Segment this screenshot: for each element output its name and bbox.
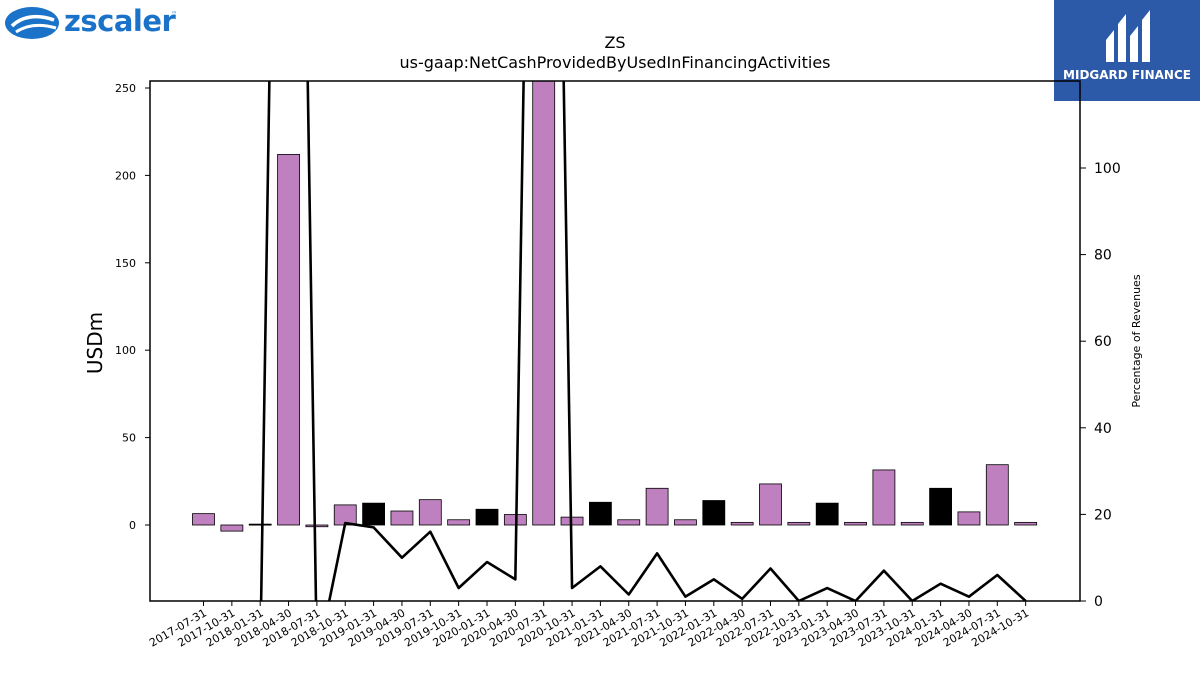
chart-title: ZS — [604, 33, 626, 52]
zscaler-logo: zscaler ™ — [2, 2, 192, 46]
y-tick-label-50: 50 — [122, 432, 136, 445]
bar-2019-01-31 — [362, 502, 386, 526]
cloud-icon — [5, 7, 59, 39]
y2-tick-label-0: 0 — [1094, 594, 1103, 610]
y2-tick-label-40: 40 — [1094, 421, 1112, 437]
bar-2023-10-31 — [900, 521, 924, 526]
chart-subtitle: us-gaap:NetCashProvidedByUsedInFinancing… — [399, 53, 831, 72]
bar-2020-01-31 — [475, 508, 499, 526]
bar-2022-01-31 — [702, 500, 726, 526]
y-tick-label-100: 100 — [115, 344, 136, 357]
bar-2022-04-30 — [730, 521, 754, 526]
bar-2018-01-31 — [248, 523, 272, 526]
y2-axis-label: Percentage of Revenues — [1130, 274, 1143, 407]
y2-tick-label-80: 80 — [1094, 248, 1112, 264]
y-tick-label-200: 200 — [115, 169, 136, 182]
y-tick-label-250: 250 — [115, 82, 136, 95]
bar-2018-07-31 — [305, 524, 329, 528]
midgard-finance-text: MIDGARD FINANCE — [1063, 68, 1191, 82]
y2-tick-label-60: 60 — [1094, 334, 1112, 350]
bar-2017-10-31 — [220, 524, 244, 532]
y-tick-label-0: 0 — [129, 519, 136, 532]
bar-2021-04-30 — [617, 519, 641, 526]
bar-2024-01-31 — [929, 487, 952, 526]
bar-2021-07-31 — [645, 487, 669, 526]
bar-2019-07-31 — [418, 499, 442, 526]
midgard-emblem-icon — [1106, 10, 1150, 62]
percentage-of-revenues-line — [259, 81, 1027, 601]
bar-2024-10-31 — [1014, 521, 1038, 526]
y2-tick-label-20: 20 — [1094, 507, 1112, 523]
bar-2019-10-31 — [447, 519, 471, 526]
y-tick-label-150: 150 — [115, 257, 136, 270]
bar-2024-07-31 — [985, 464, 1009, 526]
zscaler-logo-text: zscaler — [64, 4, 176, 38]
bar-2021-10-31 — [674, 519, 697, 526]
midgard-finance-logo: MIDGARD FINANCE — [1054, 0, 1200, 101]
y2-tick-label-100: 100 — [1094, 161, 1121, 177]
bar-2018-04-30 — [277, 154, 300, 526]
bar-2017-07-31 — [192, 513, 215, 526]
bar-2023-04-30 — [844, 521, 867, 526]
y-axis-label: USDm — [83, 312, 107, 374]
bar-2022-07-31 — [759, 483, 782, 526]
bar-2023-01-31 — [815, 502, 839, 526]
trademark-symbol: ™ — [171, 11, 177, 18]
bar-2019-04-30 — [390, 510, 414, 526]
bar-2021-01-31 — [589, 501, 612, 526]
bar-2023-07-31 — [872, 469, 896, 526]
bar-2024-04-30 — [957, 511, 981, 526]
bar-2020-07-31 — [532, 81, 556, 526]
bar-2022-10-31 — [787, 521, 811, 526]
